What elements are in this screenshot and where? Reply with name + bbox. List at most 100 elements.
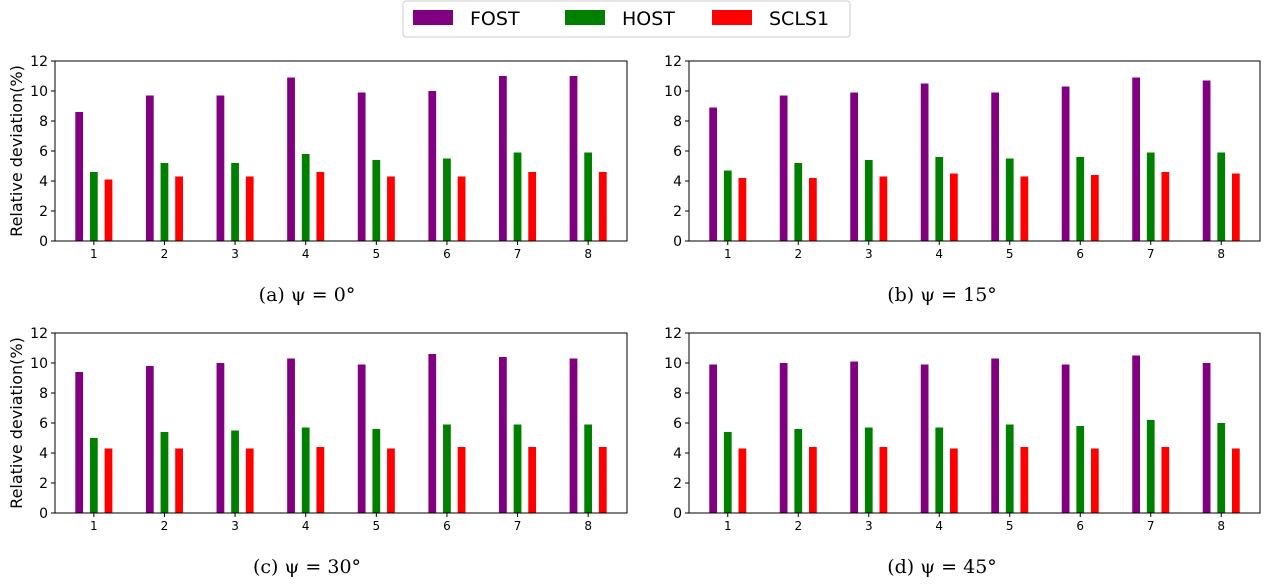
bar-scls1-1 <box>738 178 747 241</box>
bar-fost-6 <box>1061 364 1070 513</box>
x-tick-label: 1 <box>724 247 732 261</box>
bar-fost-5 <box>357 92 366 241</box>
bar-fost-6 <box>428 91 437 241</box>
bar-fost-8 <box>1202 80 1211 241</box>
bar-host-4 <box>935 427 944 513</box>
bar-host-8 <box>584 152 593 241</box>
x-tick-label: 4 <box>302 519 310 533</box>
bar-fost-5 <box>991 358 1000 513</box>
bar-host-6 <box>443 158 451 241</box>
y-tick-label: 2 <box>673 204 682 220</box>
y-tick-label: 4 <box>673 446 682 462</box>
x-tick-label: 8 <box>1217 519 1225 533</box>
y-tick-label: 10 <box>30 356 48 372</box>
x-tick-label: 7 <box>1147 519 1155 533</box>
x-tick-label: 8 <box>1217 247 1225 261</box>
bar-host-4 <box>935 157 944 241</box>
bar-scls1-2 <box>809 447 817 513</box>
bar-host-1 <box>89 438 98 513</box>
bar-host-6 <box>1076 426 1085 513</box>
x-tick-label: 3 <box>231 519 239 533</box>
bar-fost-1 <box>709 107 718 241</box>
panel-caption: (d) ψ = 45° <box>887 556 997 578</box>
bar-fost-1 <box>75 112 84 241</box>
bar-scls1-1 <box>738 448 747 513</box>
legend-label-scls1: SCLS1 <box>769 8 829 30</box>
bar-host-6 <box>443 424 451 513</box>
x-tick-label: 3 <box>865 247 873 261</box>
y-tick-label: 4 <box>673 174 682 190</box>
bar-scls1-8 <box>1231 173 1240 241</box>
bar-fost-1 <box>75 372 84 513</box>
bar-fost-7 <box>1132 355 1140 513</box>
bar-fost-3 <box>216 95 225 241</box>
x-tick-label: 6 <box>1076 247 1084 261</box>
bar-host-1 <box>723 170 732 241</box>
x-tick-label: 1 <box>90 247 98 261</box>
bar-host-2 <box>160 432 169 513</box>
bar-scls1-1 <box>104 448 113 513</box>
bar-scls1-5 <box>387 448 395 513</box>
bar-fost-8 <box>569 358 578 513</box>
y-tick-label: 6 <box>673 416 682 432</box>
legend-label-host: HOST <box>622 8 675 30</box>
bar-scls1-5 <box>387 176 395 241</box>
bar-fost-6 <box>428 354 437 513</box>
x-tick-label: 2 <box>794 519 802 533</box>
bar-host-8 <box>1217 423 1226 513</box>
y-tick-label: 8 <box>39 114 48 130</box>
y-tick-label: 2 <box>673 476 682 492</box>
x-tick-label: 5 <box>1006 247 1014 261</box>
bar-scls1-8 <box>598 172 607 241</box>
bar-scls1-4 <box>316 172 325 241</box>
bar-fost-5 <box>357 364 366 513</box>
bar-host-7 <box>513 424 522 513</box>
x-tick-label: 6 <box>443 247 451 261</box>
bar-scls1-8 <box>1231 448 1240 513</box>
bar-host-7 <box>1146 152 1155 241</box>
bar-scls1-6 <box>1090 175 1099 241</box>
bar-fost-4 <box>920 83 929 241</box>
x-tick-label: 3 <box>231 247 239 261</box>
y-tick-label: 6 <box>39 416 48 432</box>
x-tick-label: 5 <box>372 519 380 533</box>
axes-frame <box>688 332 1261 514</box>
legend-label-fost: FOST <box>470 8 520 30</box>
bar-host-3 <box>864 427 873 513</box>
legend-swatch-host <box>565 10 605 25</box>
x-tick-label: 5 <box>372 247 380 261</box>
y-tick-label: 10 <box>664 356 682 372</box>
bar-host-7 <box>513 152 522 241</box>
x-tick-label: 6 <box>1076 519 1084 533</box>
panel-caption: (a) ψ = 0° <box>259 284 356 306</box>
bar-fost-6 <box>1061 86 1070 241</box>
y-tick-label: 12 <box>30 326 48 342</box>
x-tick-label: 2 <box>161 519 169 533</box>
y-tick-label: 0 <box>673 234 682 250</box>
bar-scls1-8 <box>598 447 607 513</box>
axes-frame <box>54 60 628 242</box>
y-tick-label: 12 <box>30 54 48 70</box>
bar-fost-2 <box>145 95 154 241</box>
bar-host-5 <box>372 429 381 513</box>
bar-scls1-2 <box>175 176 183 241</box>
bar-scls1-2 <box>809 178 817 241</box>
x-tick-label: 4 <box>935 519 943 533</box>
bar-scls1-5 <box>1020 447 1029 513</box>
y-tick-label: 10 <box>30 84 48 100</box>
x-tick-label: 7 <box>514 247 522 261</box>
y-tick-label: 12 <box>664 54 682 70</box>
bar-scls1-7 <box>1161 172 1170 241</box>
x-tick-label: 8 <box>584 519 592 533</box>
bar-scls1-7 <box>1161 447 1170 513</box>
bar-scls1-4 <box>949 448 958 513</box>
y-axis-label: Relative deviation(%) <box>7 65 26 237</box>
x-tick-label: 6 <box>443 519 451 533</box>
bar-scls1-1 <box>104 179 113 241</box>
legend-swatch-fost <box>413 10 453 25</box>
bar-scls1-5 <box>1020 176 1029 241</box>
